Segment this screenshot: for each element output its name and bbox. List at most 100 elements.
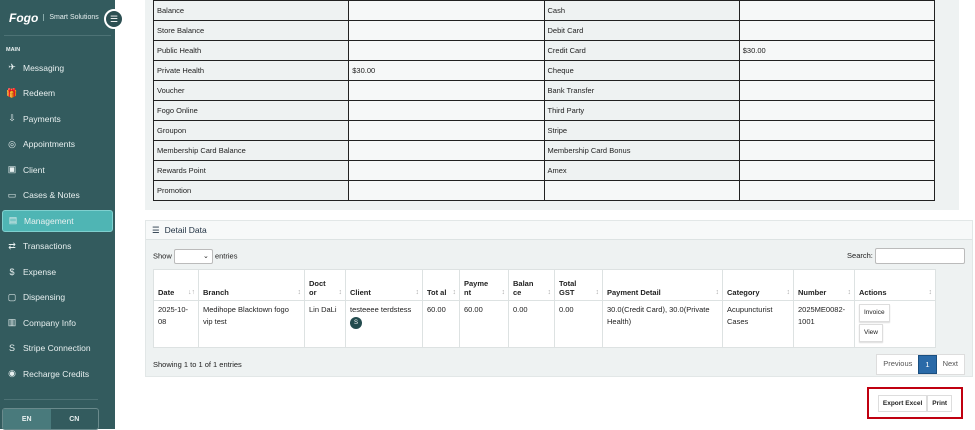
payment-value bbox=[738, 160, 936, 181]
lang-cn-button[interactable]: CN bbox=[69, 415, 80, 423]
column-label: Doct or bbox=[309, 279, 326, 297]
payment-label: Balance bbox=[152, 0, 350, 21]
sort-icon: ↕ bbox=[452, 289, 457, 296]
stripe-icon: S bbox=[8, 343, 15, 353]
payment-value bbox=[348, 0, 545, 21]
detail-data-panel: ☰ Detail Data Show ⌄ entries Search: Date… bbox=[145, 220, 973, 377]
payment-value bbox=[348, 40, 545, 61]
payment-value bbox=[738, 20, 936, 41]
column-header[interactable]: Total GST ↕ bbox=[554, 269, 603, 301]
column-label: Tot al bbox=[427, 288, 447, 297]
payment-row: Private Health $30.00 Cheque bbox=[152, 60, 936, 81]
cell-payment: 60.00 bbox=[459, 300, 509, 348]
sidebar-item-dispensing[interactable]: ▢ Dispensing bbox=[2, 286, 113, 308]
next-button[interactable]: Next bbox=[942, 359, 958, 368]
sidebar-item-label: Stripe Connection bbox=[23, 343, 91, 353]
sidebar-item-recharge-credits[interactable]: ◉ Recharge Credits bbox=[2, 363, 113, 385]
panel-title: Detail Data bbox=[164, 225, 207, 235]
column-label: Payme nt bbox=[464, 279, 489, 297]
sidebar-item-management[interactable]: ▤ Management bbox=[2, 209, 113, 232]
column-header[interactable]: Payment Detail ↕ bbox=[602, 269, 723, 301]
payment-label: Stripe bbox=[543, 120, 740, 141]
cell-doctor: Lin DaLi bbox=[304, 300, 346, 348]
sidebar-toggle-button[interactable]: ☰ bbox=[104, 9, 124, 29]
sidebar-item-label: Appointments bbox=[23, 139, 75, 149]
credits-icon: ◉ bbox=[8, 368, 16, 378]
export-actions: Export Excel Print bbox=[867, 387, 963, 419]
invoice-button[interactable]: Invoice bbox=[859, 304, 890, 322]
sidebar-item-redeem[interactable]: 🎁 Redeem bbox=[2, 82, 113, 104]
sidebar-item-appointments[interactable]: ◎ Appointments bbox=[2, 133, 113, 155]
entries-select[interactable]: ⌄ bbox=[173, 248, 213, 264]
print-button[interactable]: Print bbox=[927, 394, 953, 412]
sort-icon: ↕ bbox=[595, 289, 600, 296]
language-switch: EN CN bbox=[2, 408, 99, 430]
view-button[interactable]: View bbox=[859, 324, 883, 342]
cell-category: Acupuncturist Cases bbox=[722, 300, 794, 348]
payment-row: Rewards Point Amex bbox=[152, 160, 936, 181]
sidebar-item-label: Company Info bbox=[23, 317, 76, 328]
cell-total: 60.00 bbox=[422, 300, 460, 348]
show-label: Show bbox=[153, 250, 172, 260]
client-card-icon: ▣ bbox=[7, 164, 17, 174]
cell-client: testeeee terdstess S bbox=[345, 300, 423, 348]
column-header[interactable]: Category ↕ bbox=[722, 269, 794, 301]
cell-branch: Medihope Blacktown fogo vip test bbox=[198, 300, 305, 348]
payment-label: Third Party bbox=[543, 100, 740, 121]
column-label: Balan ce bbox=[513, 279, 534, 297]
export-excel-button[interactable]: Export Excel bbox=[877, 394, 928, 412]
payment-row: Balance Cash bbox=[152, 0, 936, 21]
list-icon: ☰ bbox=[152, 224, 160, 235]
sidebar-item-label: Management bbox=[24, 215, 74, 226]
logo: Fogo bbox=[9, 10, 39, 25]
payment-label: Store Balance bbox=[152, 20, 350, 41]
sidebar-item-label: Transactions bbox=[23, 241, 72, 251]
sidebar-item-transactions[interactable]: ⇄ Transactions bbox=[2, 235, 113, 257]
sidebar: Fogo Smart Solutions MAIN ✈ Messaging 🎁 Red… bbox=[0, 0, 115, 430]
previous-button[interactable]: Previous bbox=[883, 359, 913, 368]
column-header[interactable]: Number ↕ bbox=[793, 269, 855, 301]
sidebar-item-stripe-connection[interactable]: S Stripe Connection bbox=[2, 337, 113, 359]
column-header[interactable]: Client ↕ bbox=[345, 269, 423, 301]
lang-en-button[interactable]: EN bbox=[3, 409, 51, 429]
search-input[interactable] bbox=[875, 248, 965, 264]
payment-label: Fogo Online bbox=[152, 100, 350, 121]
cell-actions: Invoice View bbox=[854, 300, 936, 348]
payment-label: Membership Card Bonus bbox=[543, 140, 740, 161]
column-header[interactable]: Tot al ↕ bbox=[422, 269, 460, 301]
column-label: Total GST bbox=[559, 279, 577, 297]
column-header[interactable]: Payme nt ↕ bbox=[459, 269, 509, 301]
column-header[interactable]: Branch ↕ bbox=[198, 269, 305, 301]
sidebar-item-messaging[interactable]: ✈ Messaging bbox=[2, 57, 113, 79]
bottle-icon: ▢ bbox=[7, 291, 17, 302]
payment-label: Amex bbox=[543, 160, 740, 181]
sidebar-item-expense[interactable]: $ Expense bbox=[2, 261, 113, 283]
payment-row: Store Balance Debit Card bbox=[152, 20, 936, 41]
payment-value bbox=[738, 120, 936, 141]
search-label: Search: bbox=[847, 250, 873, 260]
sort-icon: ↕ bbox=[415, 289, 420, 296]
showing-info: Showing 1 to 1 of 1 entries bbox=[153, 360, 242, 369]
cell-balance: 0.00 bbox=[508, 300, 555, 348]
sidebar-item-cases-notes[interactable]: ▭ Cases & Notes bbox=[2, 184, 113, 206]
sidebar-item-company-info[interactable]: ▥ Company Info bbox=[2, 312, 113, 334]
payment-label: Rewards Point bbox=[152, 160, 350, 181]
laptop-icon: ▭ bbox=[7, 189, 17, 200]
column-header[interactable]: Balan ce ↕ bbox=[508, 269, 555, 301]
page-1-button[interactable]: 1 bbox=[918, 355, 937, 374]
sidebar-item-payments[interactable]: ⇩ Payments bbox=[2, 108, 113, 130]
payment-row: Groupon Stripe bbox=[152, 120, 936, 141]
building-icon: ▥ bbox=[7, 317, 17, 327]
sort-icon: ↕ bbox=[715, 289, 720, 296]
table-row: 2025-10-08 Medihope Blacktown fogo vip t… bbox=[153, 300, 936, 348]
cell-number: 2025ME0082-1001 bbox=[793, 300, 855, 348]
column-label: Client bbox=[350, 288, 371, 297]
column-header[interactable]: Date ↓↑ bbox=[153, 269, 199, 301]
payment-value bbox=[738, 100, 936, 121]
sidebar-item-client[interactable]: ▣ Client bbox=[2, 159, 113, 181]
column-header[interactable]: Actions ↕ bbox=[854, 269, 936, 301]
sidebar-item-label: Dispensing bbox=[23, 292, 66, 302]
entries-label: entries bbox=[214, 250, 238, 260]
column-header[interactable]: Doct or ↕ bbox=[304, 269, 346, 301]
nav-list: ✈ Messaging 🎁 Redeem ⇩ Payments ◎ Appointments ▣… bbox=[0, 57, 115, 385]
